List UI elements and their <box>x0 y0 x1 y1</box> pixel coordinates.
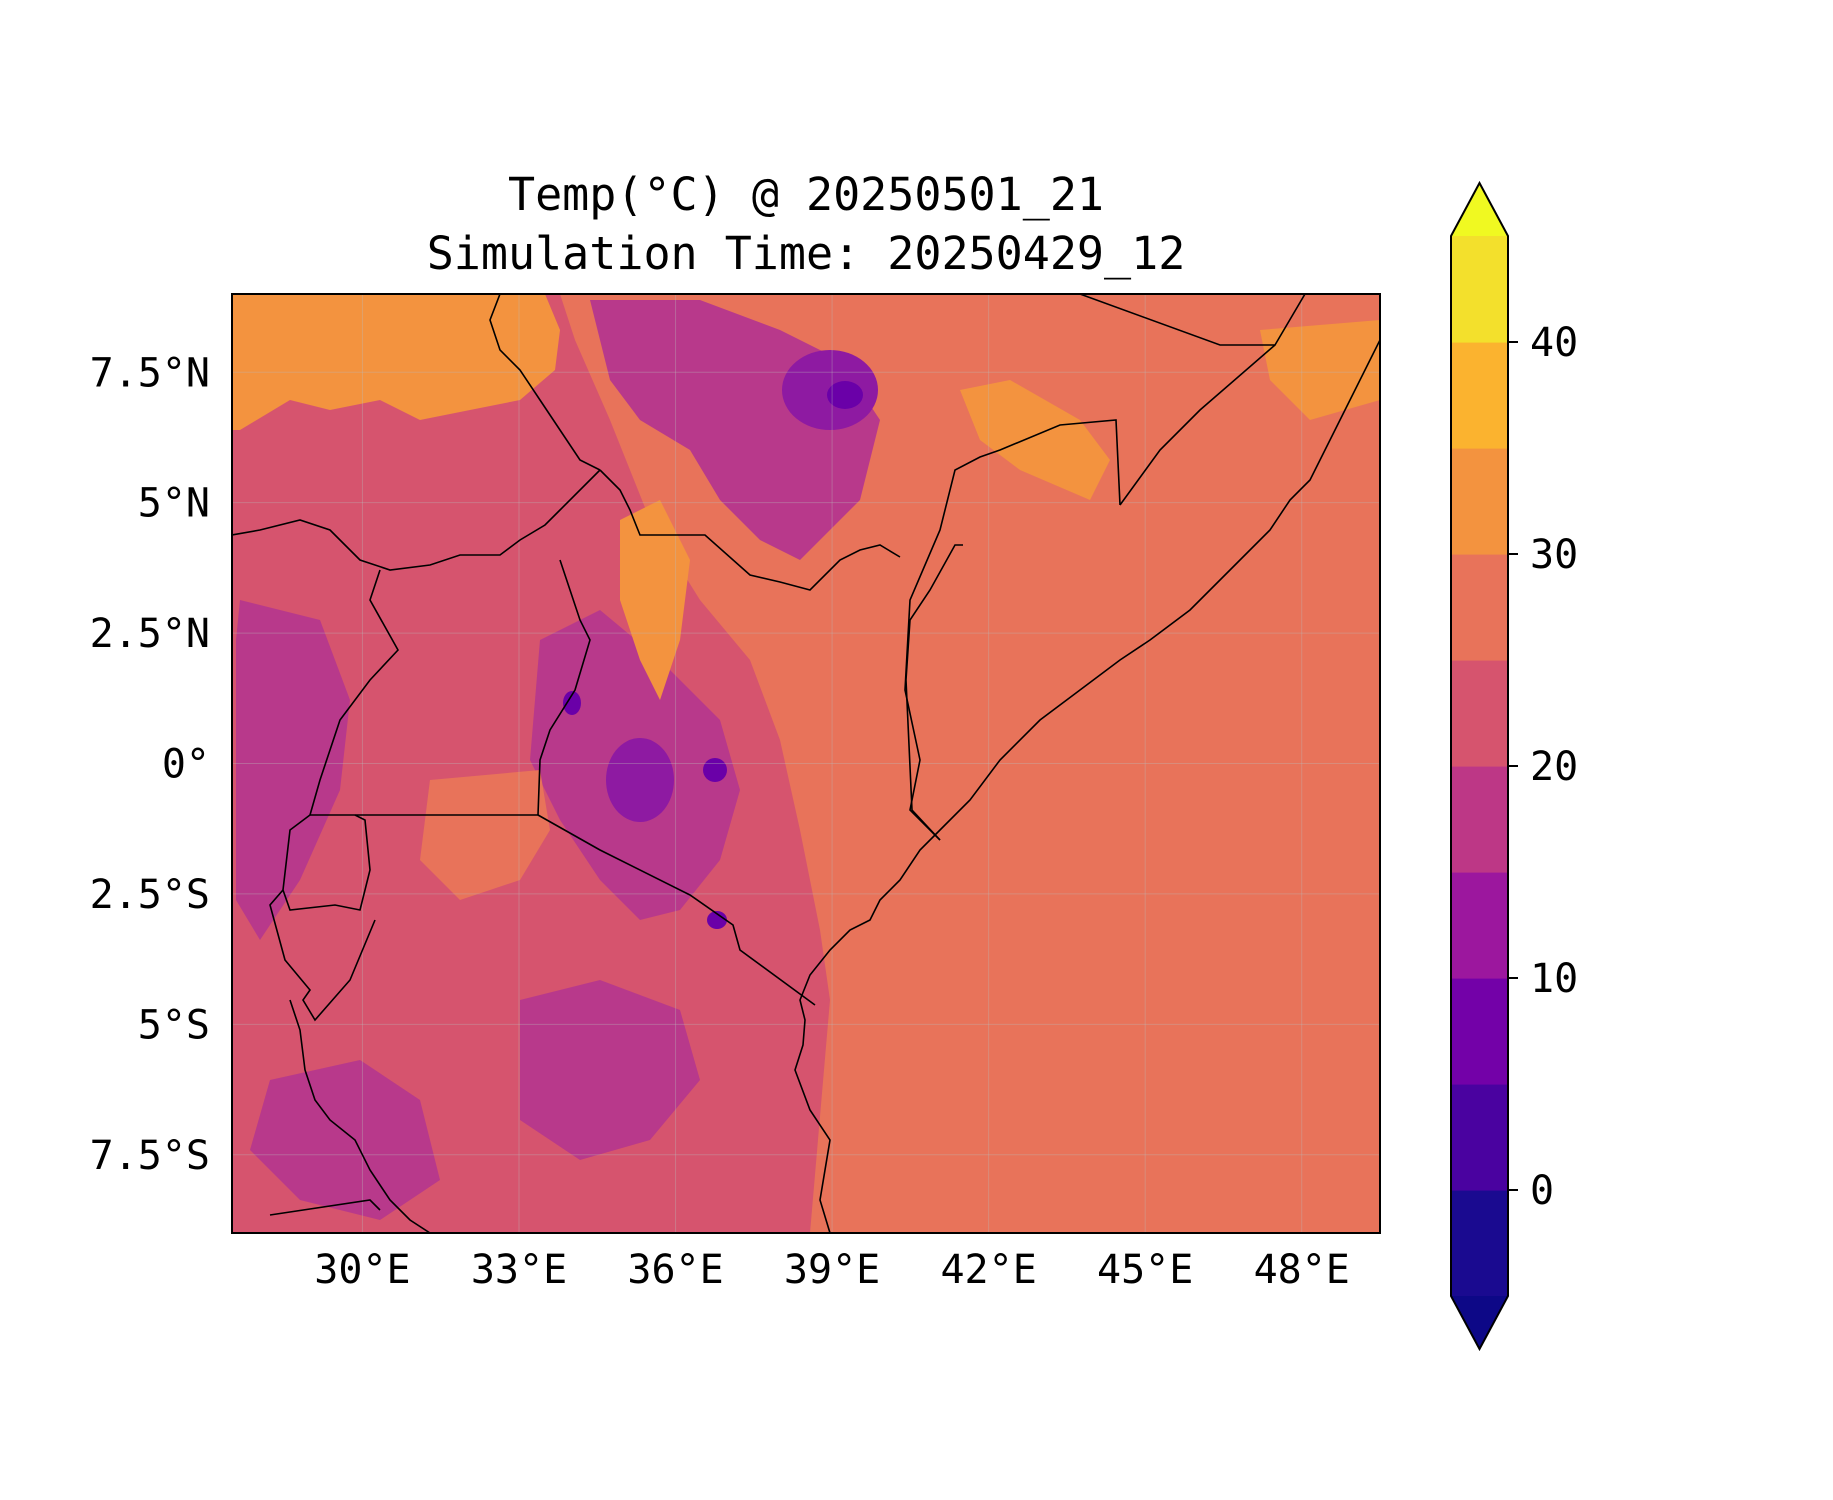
somalia-hot-zone <box>1260 320 1380 420</box>
colorbar-tick-label: 30 <box>1530 532 1578 578</box>
colorbar-tick-label: 10 <box>1530 956 1578 1002</box>
border-south-sudan-uganda <box>232 469 601 571</box>
y-tick-label: 7.5°N <box>90 350 210 396</box>
x-tick-label: 33°E <box>471 1247 567 1293</box>
coldest-spot-elgon <box>563 691 581 715</box>
colorbar-band <box>1451 236 1508 343</box>
sudan-hot-zone <box>232 294 560 430</box>
albertine-rift-zone <box>236 600 350 940</box>
colorbar-tick-label: 20 <box>1530 744 1578 790</box>
border-burundi-tanzania <box>269 889 376 1022</box>
border-uganda-drc <box>308 569 399 816</box>
border-kenya-tanzania <box>537 814 816 1006</box>
y-tick-label: 2.5°N <box>90 611 210 657</box>
y-tick-label: 0° <box>162 742 210 788</box>
country-borders <box>232 294 1380 1233</box>
y-tick-label: 7.5°S <box>90 1133 210 1179</box>
figure-subtitle: Simulation Time: 20250429_12 <box>426 227 1186 280</box>
border-somaliland <box>1119 344 1276 506</box>
colorbar-under-extension <box>1451 1296 1508 1349</box>
y-axis-ticks: 7.5°N 5°N 2.5°N 0° 2.5°S 5°S 7.5°S <box>90 350 210 1179</box>
tanzania-interior-zone <box>250 1060 440 1220</box>
border-kenya-ethiopia <box>599 469 901 591</box>
cold-spot-kenya <box>606 738 674 822</box>
colorbar: 0 10 20 30 40 <box>1450 180 1578 1352</box>
lake-victoria-zone <box>420 770 550 900</box>
western-highland-zone <box>232 294 830 1233</box>
temperature-map <box>232 294 1380 1233</box>
turkana-hot-zone <box>620 500 690 700</box>
ogaden-hot-zone <box>960 380 1110 500</box>
coldest-spot-kilimanjaro <box>707 911 727 929</box>
colorbar-band <box>1451 342 1508 449</box>
coastline <box>794 339 1380 1233</box>
border-somalia-ethiopia <box>904 419 1121 841</box>
y-tick-label: 2.5°S <box>90 872 210 918</box>
colorbar-band <box>1451 872 1508 979</box>
figure-title: Temp(°C) @ 20250501_21 <box>507 168 1105 221</box>
southern-highlands-zone <box>520 980 700 1160</box>
colorbar-band <box>1451 1084 1508 1191</box>
colorbar-band <box>1451 978 1508 1085</box>
colorbar-tick-label: 40 <box>1530 320 1578 366</box>
border-tanzania-drc-lake <box>289 999 431 1233</box>
border-rwanda-burundi <box>282 814 371 911</box>
x-tick-label: 42°E <box>940 1247 1036 1293</box>
colorbar-tick-label: 0 <box>1530 1168 1554 1214</box>
colorbar-band <box>1451 1190 1508 1297</box>
colorbar-band <box>1451 766 1508 873</box>
x-tick-label: 39°E <box>784 1247 880 1293</box>
border-kenya-uganda <box>537 559 591 816</box>
x-tick-label: 30°E <box>314 1247 410 1293</box>
y-tick-label: 5°N <box>138 481 210 527</box>
colorbar-band <box>1451 660 1508 767</box>
x-tick-label: 45°E <box>1097 1247 1193 1293</box>
border-sudan-ethiopia <box>489 294 601 471</box>
x-tick-label: 48°E <box>1254 1247 1350 1293</box>
y-tick-label: 5°S <box>138 1002 210 1048</box>
colorbar-band <box>1451 448 1508 555</box>
colorbar-over-extension <box>1451 183 1508 236</box>
border-kenya-somalia <box>905 544 963 841</box>
x-axis-ticks: 30°E 33°E 36°E 39°E 42°E 45°E 48°E <box>314 1247 1350 1293</box>
x-tick-label: 36°E <box>627 1247 723 1293</box>
border-tanzania-zambia <box>269 1199 381 1216</box>
colorbar-band <box>1451 554 1508 661</box>
coldest-spot-mt-kenya <box>703 758 727 782</box>
border-ethiopia-somalia-north <box>1079 294 1306 346</box>
map-frame <box>231 293 1381 1234</box>
coldest-spot-ethiopia <box>827 381 863 409</box>
colorbar-outline <box>1450 180 1509 1352</box>
graticule <box>232 294 1380 1233</box>
